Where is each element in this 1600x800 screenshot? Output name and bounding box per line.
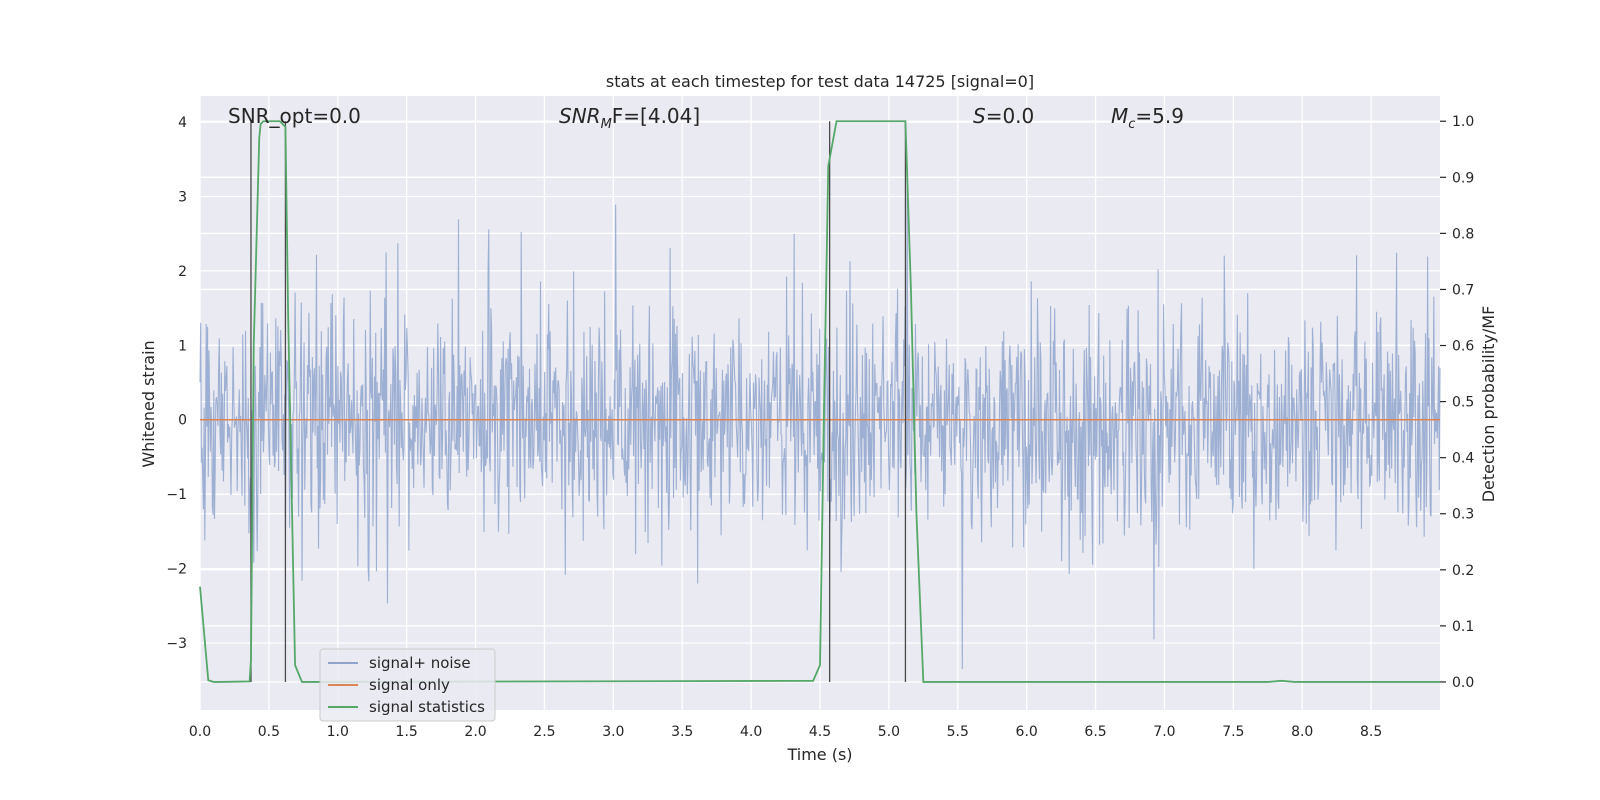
x-tick-label: 8.0 (1291, 724, 1313, 740)
x-tick-label: 3.5 (671, 724, 693, 740)
y2-tick-label: 0.5 (1452, 395, 1474, 411)
y2-tick-label: 0.3 (1452, 507, 1474, 523)
y-tick-label: 1 (178, 338, 187, 354)
y-tick-label: 2 (178, 264, 187, 280)
annotation-s: S=0.0 (973, 104, 1034, 128)
y2-tick-label: 0.8 (1452, 226, 1474, 242)
x-tick-label: 2.5 (533, 724, 555, 740)
x-tick-label: 5.0 (878, 724, 900, 740)
annotation-mc-rest: =5.9 (1135, 104, 1184, 128)
signal-statistics-line (199, 120, 1440, 683)
legend-label-noise: signal+ noise (369, 654, 471, 672)
y-tick-label: 0 (178, 413, 187, 429)
annotation-snr-opt: SNR_opt=0.0 (228, 104, 361, 128)
y2-tick-label: 0.2 (1452, 563, 1474, 579)
x-tick-label: 0.5 (258, 724, 280, 740)
signal-plus-noise-trace (199, 188, 1441, 670)
annotation-snr-mf-rest: F=[4.04] (612, 104, 700, 128)
x-tick-label: 4.5 (809, 724, 831, 740)
annotation-mc: Mc=5.9 (1111, 104, 1184, 132)
x-tick-label: 2.0 (464, 724, 486, 740)
x-tick-label: 7.5 (1222, 724, 1244, 740)
y2-tick-label: 0.9 (1452, 170, 1474, 186)
x-axis-label: Time (s) (786, 745, 852, 764)
legend-box (319, 648, 496, 722)
x-tick-label: 5.5 (947, 724, 969, 740)
y-tick-label: −2 (166, 562, 187, 578)
y2-tick-label: 0.0 (1452, 675, 1474, 691)
y-axis-ticks: 4 3 2 1 0 −1 −2 −3 (166, 115, 187, 652)
annotation-mc-main: M (1111, 104, 1128, 128)
legend-label-statistics: signal statistics (369, 698, 485, 716)
x-axis-ticks: 0.0 0.5 1.0 1.5 2.0 2.5 3.0 3.5 4.0 4.5 5.0 5.5 6.0 6… (189, 724, 1382, 740)
chart-title: stats at each timestep for test data 147… (606, 72, 1034, 91)
y2-tick-label: 0.4 (1452, 451, 1474, 467)
y-tick-label: 4 (178, 115, 187, 131)
y2-tick-label: 0.1 (1452, 619, 1474, 635)
legend-label-signal-only: signal only (369, 676, 450, 694)
y2-tick-label: 0.7 (1452, 282, 1474, 298)
y-tick-label: 3 (178, 189, 187, 205)
y-tick-label: −1 (166, 487, 187, 503)
x-tick-label: 1.0 (327, 724, 349, 740)
y-axis-label: Whitened strain (139, 340, 158, 467)
x-tick-label: 0.0 (189, 724, 211, 740)
y2-axis-label: Detection probability/MF (1479, 306, 1498, 503)
y2-tick-label: 1.0 (1452, 114, 1474, 130)
x-tick-label: 1.5 (396, 724, 418, 740)
annotation-mc-sub: c (1128, 117, 1135, 132)
y2-axis-ticks: 1.0 0.9 0.8 0.7 0.6 0.5 0.4 0.3 0.2 0.1 0.0 (1440, 114, 1474, 691)
x-tick-label: 8.5 (1360, 724, 1382, 740)
x-tick-label: 3.0 (602, 724, 624, 740)
x-tick-label: 6.0 (1016, 724, 1038, 740)
annotation-snr-mf-main: SNR (559, 104, 601, 128)
x-tick-label: 4.0 (740, 724, 762, 740)
signal-plus-noise-series (199, 188, 1441, 670)
annotation-snr-mf: SNRMF=[4.04] (559, 104, 700, 132)
annotation-snr-mf-sub: M (601, 117, 612, 132)
x-tick-label: 6.5 (1084, 724, 1106, 740)
annotation-s-main: S (973, 104, 986, 128)
y2-tick-label: 0.6 (1452, 339, 1474, 355)
y-tick-label: −3 (166, 636, 187, 652)
annotation-s-rest: =0.0 (986, 104, 1035, 128)
x-tick-label: 7.0 (1153, 724, 1175, 740)
legend: signal+ noise signal only signal statist… (319, 648, 496, 722)
